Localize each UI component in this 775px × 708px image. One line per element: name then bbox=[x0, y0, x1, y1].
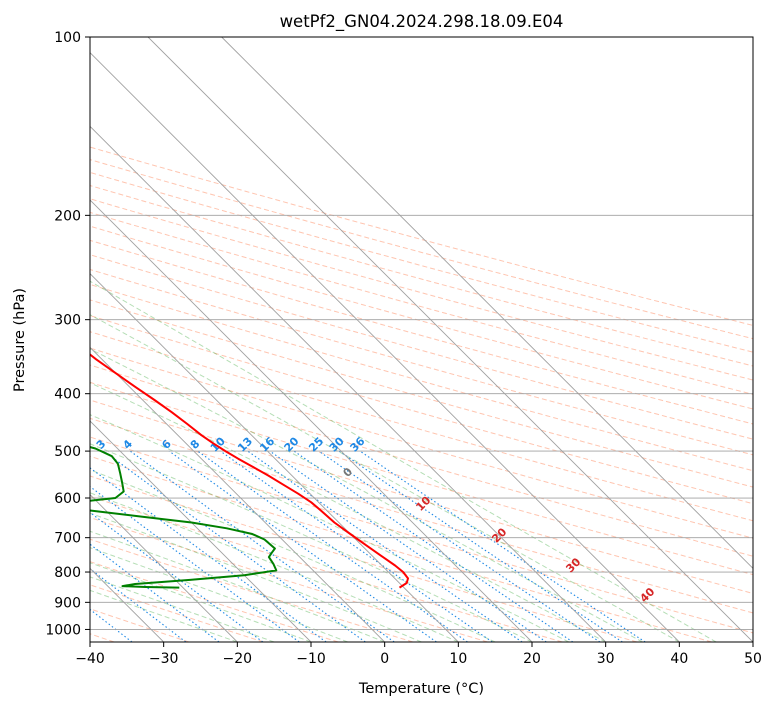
isotherm-line bbox=[90, 346, 385, 642]
moist-adiabat-line bbox=[90, 414, 570, 642]
dry-adiabat-line bbox=[90, 538, 414, 642]
isotherm-line bbox=[90, 494, 238, 642]
y-tick-label: 700 bbox=[54, 531, 81, 547]
dry-adiabat-line bbox=[90, 495, 563, 642]
y-tick-label: 200 bbox=[54, 208, 81, 224]
mixing-ratio-line bbox=[220, 450, 493, 642]
y-tick-label: 300 bbox=[54, 313, 81, 329]
mixing-ratio-line bbox=[318, 450, 601, 642]
dry-adiabat-line bbox=[90, 239, 753, 425]
y-axis: 100 200 300 400 500 600 700 800 900 1000 bbox=[45, 30, 90, 638]
x-tick-label: 20 bbox=[523, 651, 541, 667]
chart-title: wetPf2_GN04.2024.298.18.09.E04 bbox=[280, 12, 564, 32]
mixing-ratio-line bbox=[90, 511, 264, 642]
x-axis: −40 −30 −20 −10 0 10 20 30 40 50 bbox=[75, 642, 762, 667]
x-tick-label: 50 bbox=[744, 651, 762, 667]
mixing-ratio-line bbox=[293, 450, 574, 642]
dry-adiabat-line bbox=[90, 315, 753, 505]
isotherm-line bbox=[90, 420, 312, 642]
mixing-ratio-line bbox=[90, 485, 300, 642]
x-tick-label: −10 bbox=[296, 651, 326, 667]
y-tick-label: 100 bbox=[54, 30, 81, 46]
x-tick-label: 40 bbox=[670, 651, 688, 667]
x-tick-label: −40 bbox=[75, 651, 105, 667]
pressure-grid bbox=[90, 37, 753, 630]
dry-adiabat-line bbox=[90, 436, 753, 634]
isotherm-line bbox=[147, 37, 753, 642]
plot-area: 0.10.20.40.611.52346810131620253036-100-… bbox=[90, 37, 753, 642]
y-tick-label: 800 bbox=[54, 565, 81, 581]
temperature-profile-line bbox=[90, 353, 409, 589]
moist-adiabat-line bbox=[90, 348, 643, 642]
isotherm-line bbox=[90, 199, 533, 642]
moist-adiabat-line bbox=[90, 443, 533, 642]
x-tick-label: −20 bbox=[223, 651, 253, 667]
dry-adiabat-line bbox=[90, 475, 638, 642]
x-tick-label: 10 bbox=[449, 651, 467, 667]
isotherm-grid bbox=[90, 37, 753, 642]
dry-adiabat-line bbox=[90, 171, 753, 353]
x-axis-label: Temperature (°C) bbox=[358, 681, 484, 697]
profile-lines bbox=[90, 353, 409, 589]
moist-adiabat-line bbox=[90, 382, 606, 642]
plot-frame bbox=[89, 36, 754, 643]
dry-adiabat-line bbox=[90, 198, 753, 381]
x-tick-label: 30 bbox=[597, 651, 615, 667]
mixing-ratio-line bbox=[90, 568, 187, 642]
y-tick-label: 600 bbox=[54, 491, 81, 507]
dry-adiabat-line bbox=[90, 364, 753, 557]
dry-adiabat-line bbox=[90, 516, 488, 642]
dewpoint-profile-line bbox=[90, 446, 278, 589]
isotherm-line bbox=[90, 125, 606, 642]
dry-adiabat-line bbox=[90, 211, 753, 395]
dry-adiabat-line bbox=[90, 417, 753, 614]
dry-adiabat-line bbox=[90, 268, 753, 456]
moist-adiabat-line bbox=[90, 469, 496, 642]
dry-adiabat-line bbox=[90, 299, 753, 488]
mixing-ratio-line bbox=[90, 467, 327, 642]
y-tick-label: 400 bbox=[54, 387, 81, 403]
y-axis-label: Pressure (hPa) bbox=[12, 288, 28, 392]
isotherm-line bbox=[90, 52, 680, 642]
x-tick-label: 0 bbox=[380, 651, 389, 667]
y-tick-label: 1000 bbox=[45, 622, 81, 638]
mixing-ratio-line bbox=[359, 450, 646, 642]
moist-adiabat-line bbox=[90, 530, 385, 642]
dry-adiabat-line bbox=[90, 399, 753, 594]
y-tick-label: 900 bbox=[54, 595, 81, 611]
isotherm-line bbox=[90, 273, 459, 642]
dry-adiabat-line bbox=[90, 381, 753, 576]
isotherm-line bbox=[221, 37, 753, 569]
x-tick-label: −30 bbox=[149, 651, 179, 667]
mixing-ratio-line bbox=[90, 543, 220, 642]
mixing-ratio-line bbox=[168, 450, 437, 642]
y-tick-label: 500 bbox=[54, 444, 81, 460]
moist-adiabat-line bbox=[90, 280, 717, 642]
dry-adiabat-line bbox=[90, 455, 712, 642]
mixing-ratio-line bbox=[247, 450, 523, 642]
moist-adiabat-line bbox=[90, 492, 459, 642]
mixing-ratio-line bbox=[338, 450, 623, 642]
dry-adiabats bbox=[90, 146, 753, 642]
